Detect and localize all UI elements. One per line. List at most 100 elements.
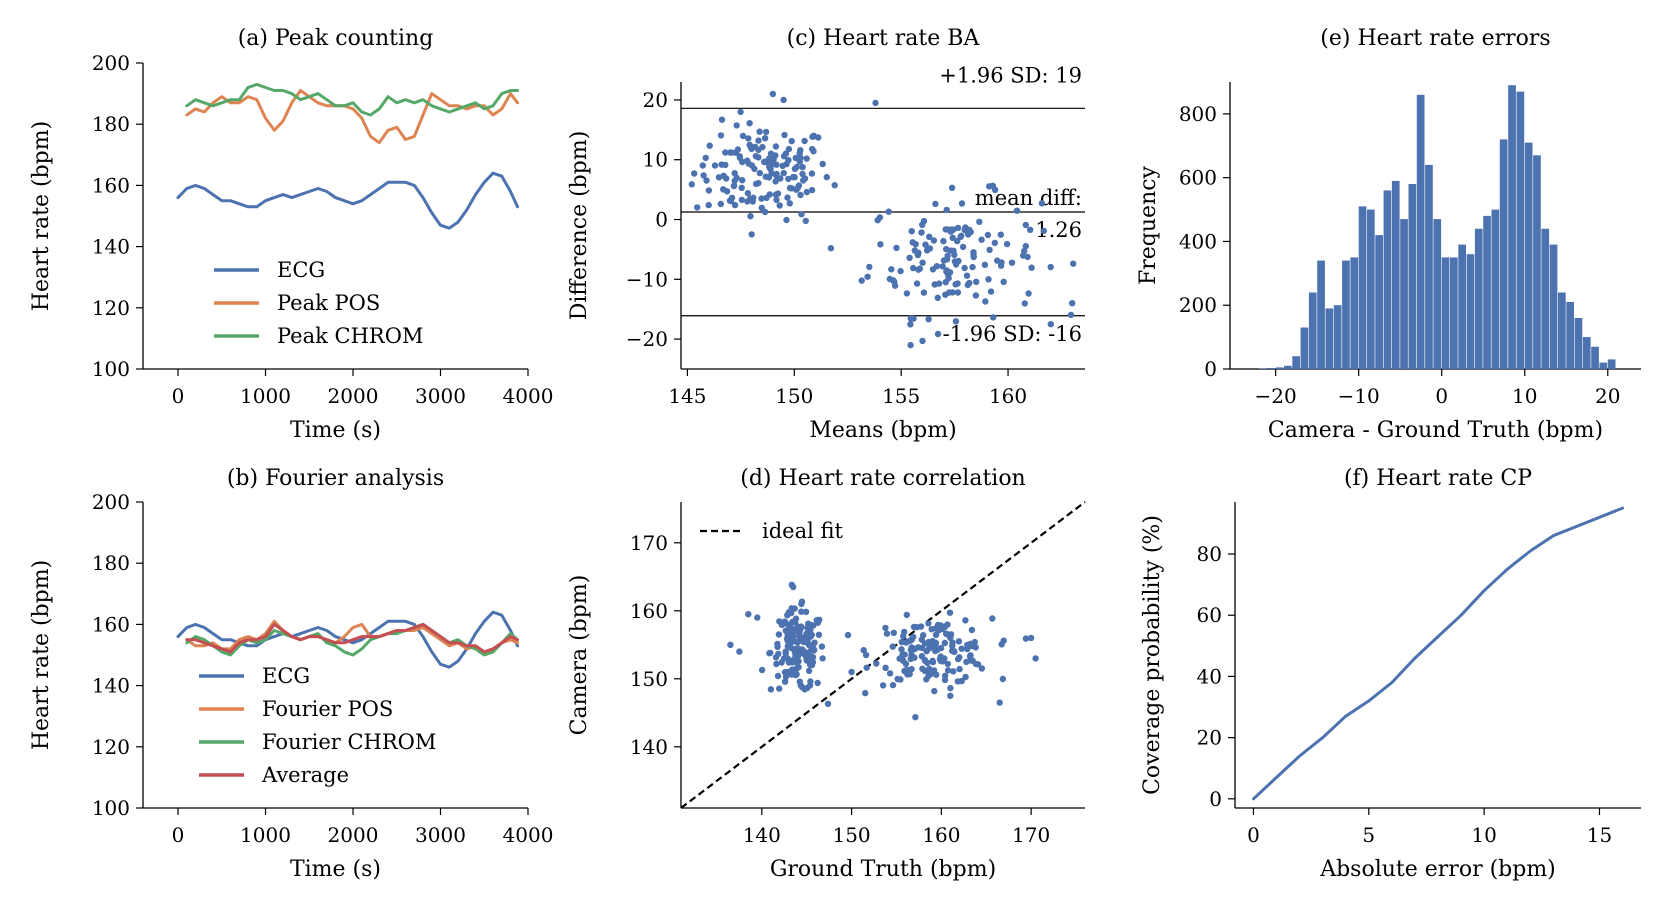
panel-e: (e) Heart rate errors−20 −10 0 10 2002004006…: [1136, 26, 1641, 443]
chart-title: (b) Fourier analysis: [227, 466, 444, 491]
x-tick-label: −20: [1255, 384, 1297, 408]
scatter-point: [768, 170, 775, 177]
scatter-point: [916, 265, 923, 272]
scatter-point: [1047, 263, 1054, 271]
histogram-bar: [1284, 365, 1292, 369]
scatter-point: [947, 247, 954, 254]
scatter-point: [814, 679, 821, 687]
scatter-point: [694, 204, 701, 211]
x-axis-label: Camera - Ground Truth (bpm): [1268, 418, 1603, 443]
scatter-point: [940, 237, 947, 245]
x-tick-label: 2000: [328, 384, 379, 408]
scatter-point: [982, 298, 989, 305]
series-line-average: [185, 622, 519, 654]
scatter-point: [1067, 311, 1075, 319]
y-tick-label: 80: [1197, 542, 1222, 566]
scatter-point: [889, 681, 897, 689]
scatter-point: [877, 241, 884, 248]
scatter-point: [946, 269, 954, 276]
panel-b: (b) Fourier analysis 0 1000 2000 3000 4000 100…: [29, 466, 553, 882]
scatter-point: [780, 655, 788, 662]
scatter-point: [1013, 207, 1021, 214]
scatter-point: [940, 257, 948, 264]
panel-d: (d) Heart rate correlation 140 150 160 170 14…: [567, 466, 1086, 882]
scatter-point: [706, 142, 713, 149]
scatter-point: [931, 687, 938, 695]
scatter-point: [727, 149, 734, 156]
scatter-point: [788, 605, 795, 612]
x-tick-label: 0: [1247, 823, 1260, 847]
scatter-point: [797, 634, 804, 642]
histogram-bar: [1483, 215, 1491, 369]
legend-label: ECG: [277, 258, 325, 282]
scatter-point: [972, 644, 979, 651]
scatter-point: [934, 330, 942, 338]
y-tick-label: 140: [92, 235, 130, 259]
scatter-point: [923, 247, 931, 254]
y-axis-label: Difference (bpm): [567, 131, 592, 321]
x-axis-label: Ground Truth (bpm): [770, 857, 996, 882]
histogram-bar: [1549, 244, 1558, 369]
scatter-point: [691, 170, 698, 177]
x-tick-label: 0: [172, 823, 185, 847]
scatter-point: [798, 211, 805, 218]
scatter-point: [801, 137, 808, 145]
scatter-point: [718, 116, 726, 123]
histogram-bar: [1342, 260, 1350, 369]
x-tick-label: 4000: [503, 823, 554, 847]
x-tick-label: 2000: [328, 823, 379, 847]
histogram-bar: [1458, 244, 1466, 369]
scatter-point: [797, 625, 804, 632]
scatter-point: [997, 231, 1004, 238]
reference-label: +1.96 SD: 19: [939, 63, 1082, 87]
scatter-point: [791, 638, 798, 645]
scatter-point: [785, 145, 793, 153]
scatter-point: [793, 671, 800, 678]
scatter-point: [784, 194, 791, 201]
y-tick-label: 40: [1197, 664, 1222, 688]
scatter-point: [795, 664, 802, 671]
x-tick-label: 10: [1471, 823, 1496, 847]
y-tick-label: 400: [1179, 229, 1217, 253]
scatter-point: [958, 645, 965, 652]
scatter-point: [954, 224, 962, 232]
scatter-point: [773, 161, 780, 168]
scatter-point: [762, 173, 769, 180]
scatter-point: [944, 621, 951, 628]
x-tick-label: 150: [832, 823, 870, 847]
scatter-point: [946, 609, 954, 616]
histogram-bar: [1333, 305, 1342, 369]
scatter-point: [994, 257, 1001, 264]
scatter-point: [782, 648, 789, 655]
scatter-point: [931, 281, 938, 288]
scatter-point: [702, 154, 709, 162]
reference-label: mean diff:: [975, 186, 1082, 210]
scatter-point: [1032, 655, 1039, 662]
x-axis-label: Means (bpm): [809, 418, 956, 443]
y-tick-label: 150: [630, 667, 668, 691]
histogram-bar: [1582, 337, 1591, 369]
y-tick-label: 200: [92, 490, 130, 514]
scatter-point: [918, 653, 926, 660]
y-tick-label: 120: [92, 296, 130, 320]
scatter-point: [973, 278, 980, 285]
scatter-point: [711, 162, 719, 169]
scatter-point: [944, 660, 951, 668]
scatter-point: [815, 631, 823, 638]
histogram-bar: [1591, 346, 1599, 369]
scatter-point: [948, 184, 956, 191]
y-tick-label: 120: [92, 735, 130, 759]
scatter-point: [1000, 278, 1007, 285]
scatter-point: [907, 647, 915, 654]
histogram-bar: [1425, 164, 1433, 369]
scatter-point: [889, 643, 896, 650]
scatter-point: [773, 172, 780, 179]
scatter-point: [958, 232, 965, 239]
scatter-point: [1038, 200, 1046, 207]
histogram-bar: [1541, 228, 1550, 369]
scatter-point: [806, 682, 814, 689]
scatter-point: [1020, 247, 1028, 255]
scatter-point: [908, 651, 915, 659]
y-tick-label: −20: [626, 327, 668, 351]
